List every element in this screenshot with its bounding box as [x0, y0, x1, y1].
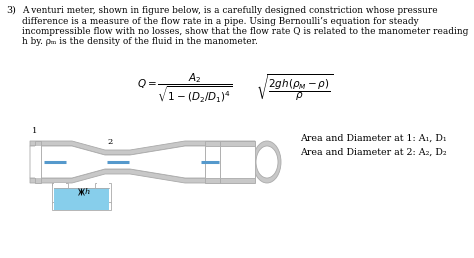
Text: incompressible flow with no losses, show that the flow rate Q is related to the : incompressible flow with no losses, show… — [22, 27, 468, 36]
Polygon shape — [30, 146, 255, 178]
Text: 2: 2 — [107, 138, 112, 146]
Bar — [97, 183, 109, 203]
Text: A venturi meter, shown in figure below, is a carefully designed constriction who: A venturi meter, shown in figure below, … — [22, 6, 438, 15]
Text: difference is a measure of the flow rate in a pipe. Using Bernoulli’s equation f: difference is a measure of the flow rate… — [22, 17, 419, 26]
Text: h by. ρₘ is the density of the fluid in the manometer.: h by. ρₘ is the density of the fluid in … — [22, 37, 258, 46]
Ellipse shape — [256, 146, 278, 178]
Polygon shape — [30, 169, 255, 183]
Ellipse shape — [253, 141, 281, 183]
Text: Area and Diameter at 2: A₂, D₂: Area and Diameter at 2: A₂, D₂ — [300, 148, 447, 157]
Bar — [205, 146, 220, 178]
Polygon shape — [30, 141, 255, 155]
Text: $\sqrt{\dfrac{2gh(\rho_M - \rho)}{\rho}}$: $\sqrt{\dfrac{2gh(\rho_M - \rho)}{\rho}}… — [256, 72, 334, 104]
Text: $Q = \dfrac{A_2}{\sqrt{1-(D_2/D_1)^4}}$: $Q = \dfrac{A_2}{\sqrt{1-(D_2/D_1)^4}}$ — [137, 71, 233, 104]
Text: 1: 1 — [32, 127, 37, 135]
Bar — [54, 188, 109, 209]
Bar — [205, 141, 220, 183]
Text: 3): 3) — [6, 6, 16, 15]
Bar — [35, 141, 41, 183]
Bar — [52, 183, 68, 203]
Bar — [52, 202, 111, 210]
Text: Area and Diameter at 1: A₁, D₁: Area and Diameter at 1: A₁, D₁ — [300, 133, 447, 142]
Bar — [54, 183, 66, 203]
Bar — [95, 183, 111, 203]
Bar — [220, 146, 255, 178]
Bar — [35, 146, 41, 178]
Text: h: h — [84, 188, 90, 196]
Bar — [220, 141, 255, 183]
